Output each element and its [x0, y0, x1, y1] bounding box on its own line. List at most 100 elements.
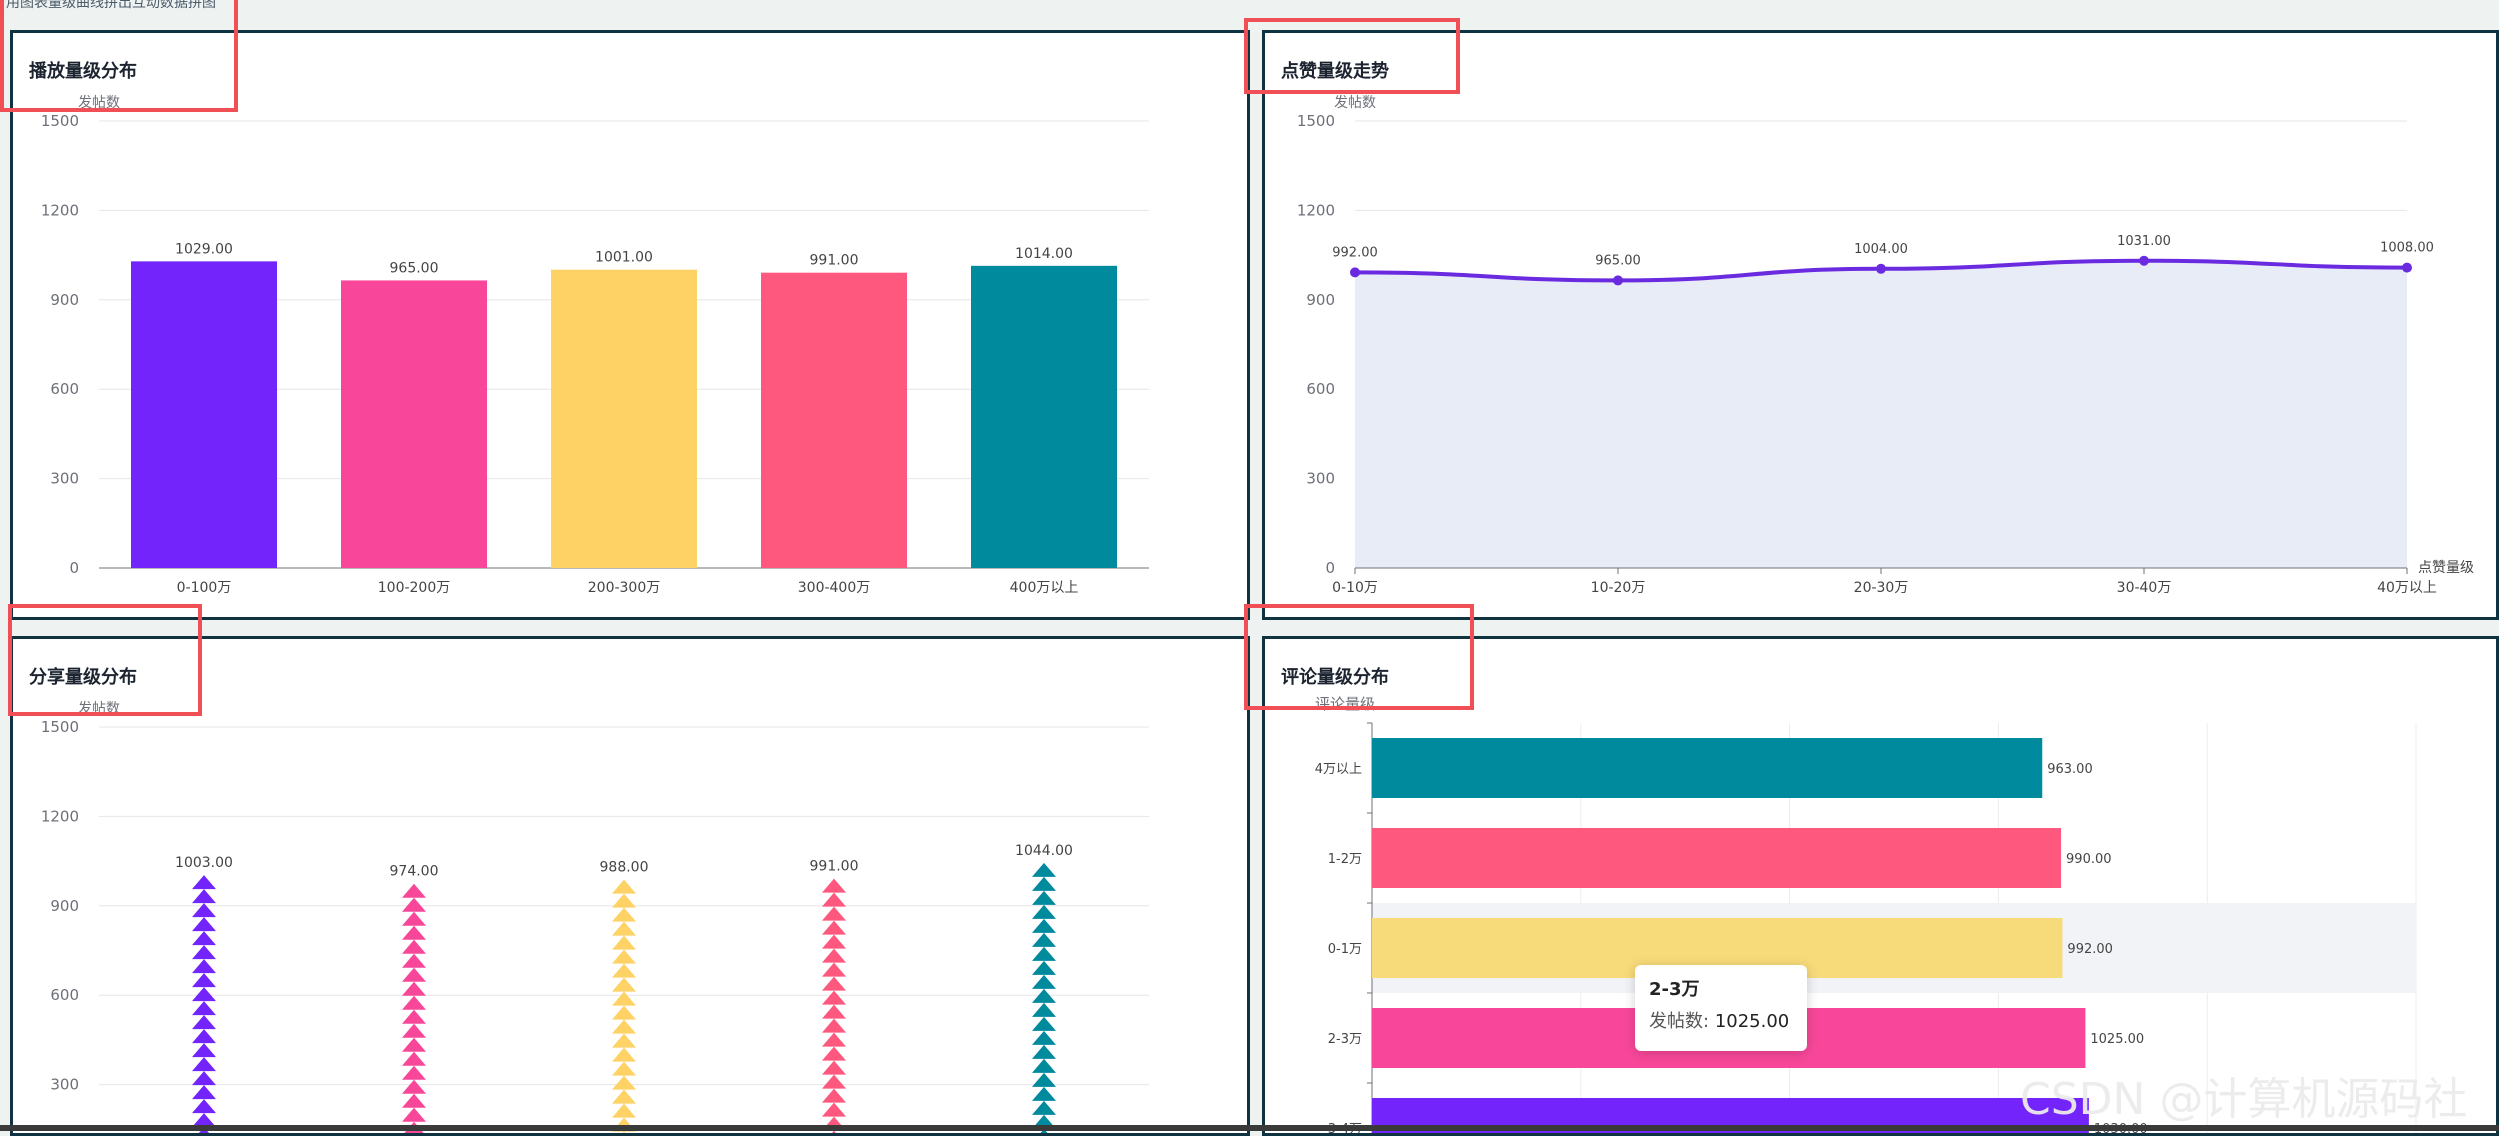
bar-symbol — [1032, 863, 1056, 877]
tooltip-title: 2-3万 — [1649, 975, 1793, 1001]
data-label: 1004.00 — [1854, 242, 1908, 257]
tooltip-value: 1025.00 — [1715, 1011, 1789, 1032]
data-label: 992.00 — [1332, 245, 1378, 260]
bar-symbol — [612, 1132, 636, 1136]
y-tick-label: 900 — [1306, 291, 1335, 309]
y-tick-label: 0 — [1325, 559, 1335, 577]
bar-symbol — [612, 1104, 636, 1118]
bar-symbol — [822, 1033, 846, 1047]
chart-tooltip: 2-3万 发帖数: 1025.00 — [1635, 965, 1807, 1051]
data-label: 1029.00 — [175, 241, 233, 257]
bar-symbol — [612, 894, 636, 908]
bar-symbol — [1032, 1031, 1056, 1045]
bar-symbol — [402, 982, 426, 996]
y-tick-label: 600 — [50, 380, 79, 398]
data-point — [2139, 256, 2149, 266]
y-tick-label: 1200 — [41, 807, 79, 825]
bar-symbol — [822, 991, 846, 1005]
bar-symbol — [402, 884, 426, 898]
bar-symbol — [612, 1048, 636, 1062]
bar-symbol — [192, 889, 216, 903]
bar-symbol — [822, 1047, 846, 1061]
bar-symbol — [612, 922, 636, 936]
bar-symbol — [612, 1062, 636, 1076]
bar-symbol — [192, 1029, 216, 1043]
bar — [341, 280, 487, 568]
bar-symbol — [612, 950, 636, 964]
data-point — [1350, 267, 1360, 277]
y-tick-label: 300 — [50, 470, 79, 488]
bar — [551, 270, 697, 568]
x-tick-label: 0-10万 — [1332, 580, 1378, 596]
bar — [1372, 828, 2061, 888]
bar-symbol — [1032, 1087, 1056, 1101]
data-label: 965.00 — [390, 260, 439, 276]
y-tick-label: 600 — [50, 986, 79, 1004]
highlight-box-share — [8, 604, 202, 716]
csdn-watermark: CSDN @计算机源码社 — [2020, 1063, 2467, 1127]
bar-symbol — [1032, 1073, 1056, 1087]
bar-symbol — [1032, 933, 1056, 947]
bar-symbol — [402, 1052, 426, 1066]
bar-symbol — [822, 949, 846, 963]
y-tick-label: 1-2万 — [1328, 852, 1362, 867]
bar-symbol — [402, 1094, 426, 1108]
y-tick-label: 1500 — [41, 112, 79, 130]
bar-symbol — [822, 893, 846, 907]
bar-symbol — [402, 1080, 426, 1094]
data-label: 1001.00 — [595, 250, 653, 266]
tooltip-label: 发帖数: — [1649, 1011, 1709, 1032]
data-label: 1008.00 — [2380, 241, 2434, 256]
bar-symbol — [822, 1005, 846, 1019]
data-label: 1031.00 — [2117, 234, 2171, 249]
bar-symbol — [822, 1131, 846, 1136]
bar-symbol — [402, 968, 426, 982]
y-tick-label: 1500 — [41, 718, 79, 736]
highlight-box-play — [0, 0, 238, 112]
bar-symbol — [612, 1034, 636, 1048]
bar-symbol — [822, 963, 846, 977]
y-tick-label: 900 — [50, 897, 79, 915]
area-fill — [1355, 261, 2407, 568]
bar-symbol — [612, 908, 636, 922]
bottom-bar — [0, 1125, 2499, 1131]
bar-symbol — [612, 978, 636, 992]
bar-symbol — [402, 1038, 426, 1052]
chart-comment: 评论量级963.004万以上990.001-2万992.000-1万1025.0… — [1265, 639, 2499, 1136]
bar-symbol — [612, 880, 636, 894]
bar-symbol — [192, 1015, 216, 1029]
bar-symbol — [402, 1108, 426, 1122]
bar-symbol — [192, 931, 216, 945]
bar-symbol — [1032, 961, 1056, 975]
bar-symbol — [822, 879, 846, 893]
bar-symbol — [192, 903, 216, 917]
bar-symbol — [1032, 1017, 1056, 1031]
bar — [971, 266, 1117, 568]
bar-symbol — [402, 1066, 426, 1080]
bar-symbol — [1032, 947, 1056, 961]
x-tick-label: 300-400万 — [798, 580, 871, 596]
y-tick-label: 0 — [69, 559, 79, 577]
y-tick-label: 300 — [1306, 470, 1335, 488]
data-label: 965.00 — [1595, 253, 1641, 268]
bar-symbol — [402, 1024, 426, 1038]
bar-symbol — [192, 917, 216, 931]
data-point — [2402, 263, 2412, 273]
y-tick-label: 1200 — [41, 201, 79, 219]
data-label: 963.00 — [2047, 762, 2093, 777]
bar-symbol — [192, 945, 216, 959]
y-tick-label: 4万以上 — [1315, 762, 1362, 777]
bar-symbol — [612, 1090, 636, 1104]
data-point — [1613, 275, 1623, 285]
x-tick-label: 0-100万 — [177, 580, 232, 596]
x-axis-title: 点赞量级 — [2418, 560, 2474, 576]
data-label: 1025.00 — [2090, 1032, 2144, 1047]
bar-symbol — [1032, 877, 1056, 891]
y-axis-title: 发帖数 — [1334, 95, 1376, 111]
bar-symbol — [822, 935, 846, 949]
bar-symbol — [402, 898, 426, 912]
bar-symbol — [192, 1071, 216, 1085]
bar-symbol — [1032, 1003, 1056, 1017]
